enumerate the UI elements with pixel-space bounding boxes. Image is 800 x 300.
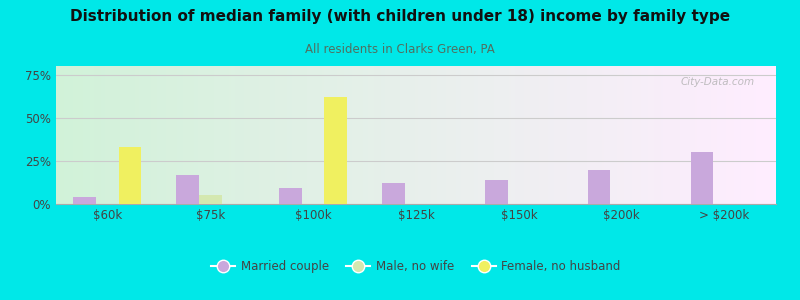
Text: City-Data.com: City-Data.com bbox=[680, 77, 754, 87]
Bar bbox=[690, 152, 714, 204]
Bar bbox=[74, 197, 96, 204]
Bar bbox=[325, 97, 347, 204]
Text: Distribution of median family (with children under 18) income by family type: Distribution of median family (with chil… bbox=[70, 9, 730, 24]
Legend: Married couple, Male, no wife, Female, no husband: Married couple, Male, no wife, Female, n… bbox=[206, 256, 626, 278]
Bar bbox=[279, 188, 302, 204]
Bar bbox=[118, 147, 142, 204]
Bar bbox=[199, 195, 222, 204]
Bar bbox=[485, 180, 507, 204]
Bar bbox=[382, 183, 405, 204]
Bar bbox=[176, 175, 199, 204]
Text: All residents in Clarks Green, PA: All residents in Clarks Green, PA bbox=[305, 44, 495, 56]
Bar bbox=[588, 169, 610, 204]
